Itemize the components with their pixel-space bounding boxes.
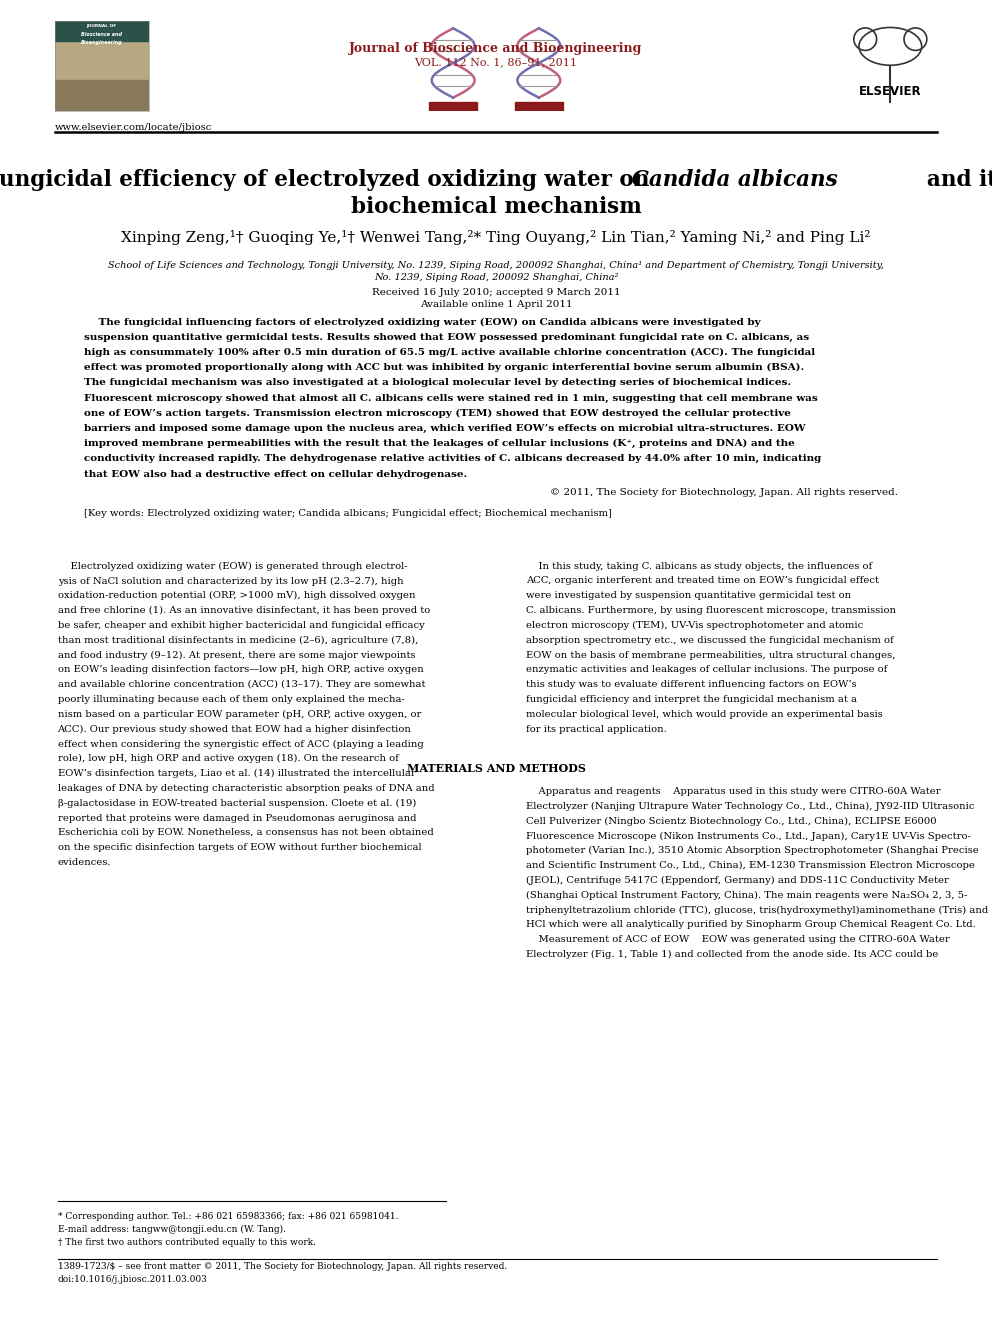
Text: doi:10.1016/j.jbiosc.2011.03.003: doi:10.1016/j.jbiosc.2011.03.003: [58, 1275, 207, 1285]
Text: ACC, organic interferent and treated time on EOW’s fungicidal effect: ACC, organic interferent and treated tim…: [526, 577, 879, 586]
Text: (JEOL), Centrifuge 5417C (Eppendorf, Germany) and DDS-11C Conductivity Meter: (JEOL), Centrifuge 5417C (Eppendorf, Ger…: [526, 876, 948, 885]
Text: nism based on a particular EOW parameter (pH, ORP, active oxygen, or: nism based on a particular EOW parameter…: [58, 709, 421, 718]
Text: role), low pH, high ORP and active oxygen (18). On the research of: role), low pH, high ORP and active oxyge…: [58, 754, 399, 763]
Text: EOW on the basis of membrane permeabilities, ultra structural changes,: EOW on the basis of membrane permeabilit…: [526, 651, 895, 660]
Text: electron microscopy (TEM), UV-Vis spectrophotometer and atomic: electron microscopy (TEM), UV-Vis spectr…: [526, 620, 863, 630]
Text: and free chlorine (1). As an innovative disinfectant, it has been proved to: and free chlorine (1). As an innovative …: [58, 606, 430, 615]
Bar: [430, 102, 477, 111]
Text: [Key words: Electrolyzed oxidizing water; Candida albicans; Fungicidal effect; B: [Key words: Electrolyzed oxidizing water…: [84, 508, 612, 517]
Text: www.elsevier.com/locate/jbiosc: www.elsevier.com/locate/jbiosc: [55, 123, 212, 132]
Text: HCl which were all analytically purified by Sinopharm Group Chemical Reagent Co.: HCl which were all analytically purified…: [526, 921, 975, 930]
Text: EOW’s disinfection targets, Liao et al. (14) illustrated the intercellular: EOW’s disinfection targets, Liao et al. …: [58, 769, 416, 778]
Text: Electrolyzer (Fig. 1, Table 1) and collected from the anode side. Its ACC could : Electrolyzer (Fig. 1, Table 1) and colle…: [526, 950, 938, 959]
Bar: [515, 102, 562, 111]
Text: one of EOW’s action targets. Transmission electron microscopy (TEM) showed that : one of EOW’s action targets. Transmissio…: [84, 409, 792, 418]
Text: No. 1239, Siping Road, 200092 Shanghai, China²: No. 1239, Siping Road, 200092 Shanghai, …: [374, 273, 618, 282]
Text: β-galactosidase in EOW-treated bacterial suspension. Cloete et al. (19): β-galactosidase in EOW-treated bacterial…: [58, 799, 416, 808]
Text: photometer (Varian Inc.), 3510 Atomic Absorption Spectrophotometer (Shanghai Pre: photometer (Varian Inc.), 3510 Atomic Ab…: [526, 847, 978, 856]
Text: Received 16 July 2010; accepted 9 March 2011: Received 16 July 2010; accepted 9 March …: [372, 288, 620, 298]
Text: reported that proteins were damaged in Pseudomonas aeruginosa and: reported that proteins were damaged in P…: [58, 814, 416, 823]
Text: The fungicidal influencing factors of electrolyzed oxidizing water (EOW) on Cand: The fungicidal influencing factors of el…: [84, 318, 761, 327]
Text: ACC). Our previous study showed that EOW had a higher disinfection: ACC). Our previous study showed that EOW…: [58, 725, 412, 734]
Bar: [55, 41, 149, 111]
Text: © 2011, The Society for Biotechnology, Japan. All rights reserved.: © 2011, The Society for Biotechnology, J…: [551, 487, 898, 496]
Text: evidences.: evidences.: [58, 857, 111, 867]
Text: Fluorescence Microscope (Nikon Instruments Co., Ltd., Japan), Cary1E UV-Vis Spec: Fluorescence Microscope (Nikon Instrumen…: [526, 831, 970, 840]
Text: Xinping Zeng,¹† Guoqing Ye,¹† Wenwei Tang,²* Ting Ouyang,² Lin Tian,² Yaming Ni,: Xinping Zeng,¹† Guoqing Ye,¹† Wenwei Tan…: [121, 230, 871, 245]
Text: Electrolyzer (Nanjing Ultrapure Water Technology Co., Ltd., China), JY92-IID Ult: Electrolyzer (Nanjing Ultrapure Water Te…: [526, 802, 974, 811]
Text: this study was to evaluate different influencing factors on EOW’s: this study was to evaluate different inf…: [526, 680, 856, 689]
Text: oxidation-reduction potential (ORP, >1000 mV), high dissolved oxygen: oxidation-reduction potential (ORP, >100…: [58, 591, 415, 601]
Text: C. albicans. Furthermore, by using fluorescent microscope, transmission: C. albicans. Furthermore, by using fluor…: [526, 606, 896, 615]
Text: effect was promoted proportionally along with ACC but was inhibited by organic i: effect was promoted proportionally along…: [84, 363, 805, 372]
Text: In this study, taking C. albicans as study objects, the influences of: In this study, taking C. albicans as stu…: [526, 561, 872, 570]
Text: Escherichia coli by EOW. Nonetheless, a consensus has not been obtained: Escherichia coli by EOW. Nonetheless, a …: [58, 828, 434, 837]
Text: Available online 1 April 2011: Available online 1 April 2011: [420, 300, 572, 310]
Text: and Scientific Instrument Co., Ltd., China), EM-1230 Transmission Electron Micro: and Scientific Instrument Co., Ltd., Chi…: [526, 861, 974, 871]
Text: poorly illuminating because each of them only explained the mecha-: poorly illuminating because each of them…: [58, 695, 405, 704]
Text: on EOW’s leading disinfection factors—low pH, high ORP, active oxygen: on EOW’s leading disinfection factors—lo…: [58, 665, 424, 675]
Bar: [55, 21, 149, 41]
Text: Cell Pulverizer (Ningbo Scientz Biotechnology Co., Ltd., China), ECLIPSE E6000: Cell Pulverizer (Ningbo Scientz Biotechn…: [526, 816, 936, 826]
Text: ELSEVIER: ELSEVIER: [859, 85, 922, 98]
Text: School of Life Sciences and Technology, Tongji University, No. 1239, Siping Road: School of Life Sciences and Technology, …: [108, 261, 884, 270]
Text: improved membrane permeabilities with the result that the leakages of cellular i: improved membrane permeabilities with th…: [84, 439, 795, 448]
Text: VOL. 112 No. 1, 86–91, 2011: VOL. 112 No. 1, 86–91, 2011: [415, 57, 577, 67]
Text: JOURNAL OF: JOURNAL OF: [86, 24, 117, 28]
Text: fungicidal efficiency and interpret the fungicidal mechanism at a: fungicidal efficiency and interpret the …: [526, 695, 857, 704]
Text: Fungicidal efficiency of electrolyzed oxidizing water on                        : Fungicidal efficiency of electrolyzed ox…: [0, 169, 992, 192]
Text: biochemical mechanism: biochemical mechanism: [350, 196, 642, 218]
Text: MATERIALS AND METHODS: MATERIALS AND METHODS: [407, 763, 585, 774]
Text: that EOW also had a destructive effect on cellular dehydrogenase.: that EOW also had a destructive effect o…: [84, 470, 467, 479]
Text: † The first two authors contributed equally to this work.: † The first two authors contributed equa…: [58, 1238, 315, 1248]
Text: Fluorescent microscopy showed that almost all C. albicans cells were stained red: Fluorescent microscopy showed that almos…: [84, 393, 818, 402]
Text: than most traditional disinfectants in medicine (2–6), agriculture (7,8),: than most traditional disinfectants in m…: [58, 635, 418, 644]
Text: enzymatic activities and leakages of cellular inclusions. The purpose of: enzymatic activities and leakages of cel…: [526, 665, 887, 675]
Text: The fungicidal mechanism was also investigated at a biological molecular level b: The fungicidal mechanism was also invest…: [84, 378, 792, 388]
Text: * Corresponding author. Tel.: +86 021 65983366; fax: +86 021 65981041.: * Corresponding author. Tel.: +86 021 65…: [58, 1212, 398, 1221]
Text: effect when considering the synergistic effect of ACC (playing a leading: effect when considering the synergistic …: [58, 740, 424, 749]
Text: suspension quantitative germicidal tests. Results showed that EOW possessed pred: suspension quantitative germicidal tests…: [84, 332, 809, 341]
Text: and available chlorine concentration (ACC) (13–17). They are somewhat: and available chlorine concentration (AC…: [58, 680, 425, 689]
Text: absorption spectrometry etc., we discussed the fungicidal mechanism of: absorption spectrometry etc., we discuss…: [526, 635, 894, 644]
Text: Bioscience and: Bioscience and: [81, 32, 122, 37]
Text: E-mail address: tangww@tongji.edu.cn (W. Tang).: E-mail address: tangww@tongji.edu.cn (W.…: [58, 1225, 286, 1234]
Bar: [55, 79, 149, 111]
Text: Bioengineering: Bioengineering: [81, 40, 122, 45]
Text: ysis of NaCl solution and characterized by its low pH (2.3–2.7), high: ysis of NaCl solution and characterized …: [58, 577, 403, 586]
Text: Measurement of ACC of EOW    EOW was generated using the CITRO-60A Water: Measurement of ACC of EOW EOW was genera…: [526, 935, 949, 945]
Text: Apparatus and reagents    Apparatus used in this study were CITRO-60A Water: Apparatus and reagents Apparatus used in…: [526, 787, 940, 796]
Text: be safer, cheaper and exhibit higher bactericidal and fungicidal efficacy: be safer, cheaper and exhibit higher bac…: [58, 620, 425, 630]
Text: Electrolyzed oxidizing water (EOW) is generated through electrol-: Electrolyzed oxidizing water (EOW) is ge…: [58, 561, 407, 570]
Text: Journal of Bioscience and Bioengineering: Journal of Bioscience and Bioengineering: [349, 42, 643, 56]
Text: were investigated by suspension quantitative germicidal test on: were investigated by suspension quantita…: [526, 591, 851, 601]
Text: and food industry (9–12). At present, there are some major viewpoints: and food industry (9–12). At present, th…: [58, 651, 415, 660]
Text: leakages of DNA by detecting characteristic absorption peaks of DNA and: leakages of DNA by detecting characteris…: [58, 783, 434, 792]
Text: for its practical application.: for its practical application.: [526, 725, 667, 734]
Text: high as consummately 100% after 0.5 min duration of 65.5 mg/L active available c: high as consummately 100% after 0.5 min …: [84, 348, 815, 357]
Text: (Shanghai Optical Instrument Factory, China). The main reagents were Na₂SO₄ 2, 3: (Shanghai Optical Instrument Factory, Ch…: [526, 890, 967, 900]
Text: 1389-1723/$ – see front matter © 2011, The Society for Biotechnology, Japan. All: 1389-1723/$ – see front matter © 2011, T…: [58, 1262, 507, 1271]
Text: Candida albicans: Candida albicans: [154, 169, 838, 192]
Text: on the specific disinfection targets of EOW without further biochemical: on the specific disinfection targets of …: [58, 843, 422, 852]
Text: conductivity increased rapidly. The dehydrogenase relative activities of C. albi: conductivity increased rapidly. The dehy…: [84, 454, 821, 463]
Text: barriers and imposed some damage upon the nucleus area, which verified EOW’s eff: barriers and imposed some damage upon th…: [84, 423, 806, 433]
Text: molecular biological level, which would provide an experimental basis: molecular biological level, which would …: [526, 709, 883, 718]
Text: triphenyltetrazolium chloride (TTC), glucose, tris(hydroxymethyl)aminomethane (T: triphenyltetrazolium chloride (TTC), glu…: [526, 905, 988, 914]
